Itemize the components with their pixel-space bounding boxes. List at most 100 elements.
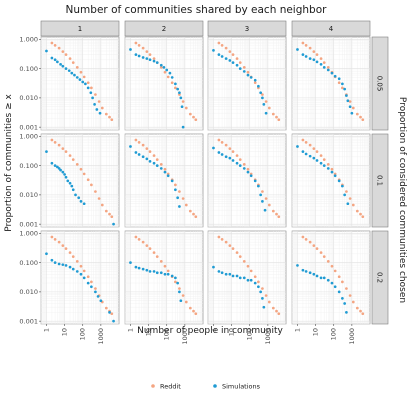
simulation-point bbox=[249, 174, 253, 178]
reddit-point bbox=[319, 154, 323, 157]
reddit-point bbox=[75, 66, 79, 69]
reddit-point bbox=[194, 215, 198, 219]
simulation-point bbox=[165, 68, 169, 72]
reddit-point bbox=[220, 141, 224, 144]
x-tick-label: 100 bbox=[79, 328, 87, 340]
simulation-point bbox=[304, 270, 308, 273]
column-strip-label: 2 bbox=[162, 25, 166, 33]
simulation-point bbox=[59, 62, 62, 66]
reddit-point bbox=[155, 255, 159, 258]
reddit-point bbox=[184, 106, 188, 110]
simulation-point bbox=[224, 57, 228, 60]
simulation-point bbox=[326, 167, 330, 170]
panel bbox=[207, 230, 287, 325]
simulation-point bbox=[249, 76, 253, 79]
simulation-point bbox=[315, 159, 319, 162]
reddit-point bbox=[275, 309, 278, 313]
legend-reddit-label: Reddit bbox=[160, 383, 181, 391]
simulation-point bbox=[217, 270, 221, 273]
reddit-point bbox=[163, 167, 167, 171]
simulation-point bbox=[148, 58, 152, 62]
reddit-point bbox=[312, 244, 316, 247]
reddit-point bbox=[148, 53, 152, 56]
y-tick-label: 0.010 bbox=[19, 191, 38, 199]
simulation-point bbox=[75, 270, 79, 273]
simulation-point bbox=[89, 91, 93, 95]
simulation-point bbox=[86, 86, 90, 90]
simulation-point bbox=[61, 64, 65, 68]
simulation-point bbox=[262, 305, 266, 309]
reddit-point bbox=[231, 53, 235, 56]
y-tick-label: 1.000 bbox=[19, 230, 38, 238]
simulation-point bbox=[61, 170, 65, 174]
x-tick-label: 1 bbox=[209, 328, 217, 332]
simulation-point bbox=[217, 53, 221, 56]
reddit-point bbox=[57, 46, 61, 50]
reddit-point bbox=[137, 141, 141, 144]
reddit-point bbox=[82, 172, 86, 176]
x-tick-label: 1000 bbox=[348, 328, 356, 345]
x-tick-label: 1 bbox=[42, 328, 50, 332]
simulation-point bbox=[148, 159, 152, 163]
reddit-point bbox=[301, 235, 305, 239]
reddit-point bbox=[71, 158, 75, 161]
reddit-point bbox=[308, 46, 312, 50]
simulation-point bbox=[326, 68, 330, 72]
simulation-point bbox=[319, 62, 323, 66]
reddit-point bbox=[90, 280, 93, 284]
simulation-point bbox=[73, 73, 76, 77]
reddit-point bbox=[267, 203, 271, 207]
reddit-point bbox=[348, 294, 352, 297]
simulation-point bbox=[341, 82, 344, 86]
reddit-point bbox=[174, 183, 177, 187]
simulation-point bbox=[93, 103, 96, 106]
simulation-point bbox=[56, 165, 59, 169]
x-tick-label: 10 bbox=[228, 328, 236, 336]
simulation-point bbox=[159, 63, 163, 67]
reddit-point bbox=[64, 247, 68, 250]
reddit-point bbox=[238, 158, 242, 161]
column-strips: 1 2 3 4 bbox=[40, 20, 371, 37]
reddit-point bbox=[228, 244, 232, 247]
panel bbox=[291, 36, 371, 131]
simulation-point bbox=[231, 61, 235, 64]
simulation-point bbox=[170, 274, 174, 278]
simulation-point bbox=[155, 61, 159, 64]
reddit-point bbox=[155, 158, 159, 161]
reddit-point bbox=[261, 287, 264, 290]
reddit-point bbox=[231, 150, 235, 153]
reddit-point bbox=[90, 86, 93, 90]
simulation-point bbox=[152, 161, 156, 165]
x-tick-label: 10 bbox=[61, 328, 69, 336]
reddit-point bbox=[181, 197, 185, 200]
simulation-point bbox=[71, 267, 75, 271]
reddit-point bbox=[110, 215, 114, 219]
reddit-point bbox=[166, 75, 170, 79]
reddit-point bbox=[82, 75, 86, 79]
y-tick-label: 0.100 bbox=[19, 259, 38, 267]
simulation-point bbox=[81, 80, 85, 84]
simulation-point bbox=[57, 262, 61, 266]
simulation-point bbox=[141, 155, 145, 159]
reddit-point bbox=[271, 209, 275, 213]
reddit-point bbox=[224, 46, 228, 50]
reddit-point bbox=[242, 163, 246, 166]
reddit-point bbox=[61, 50, 65, 53]
reddit-point bbox=[194, 118, 198, 122]
column-strip bbox=[291, 20, 371, 37]
column-strip-label: 1 bbox=[78, 25, 82, 33]
simulation-point bbox=[217, 151, 221, 154]
simulation-point bbox=[70, 184, 74, 188]
reddit-point bbox=[261, 93, 264, 96]
simulation-point bbox=[174, 82, 177, 86]
reddit-point bbox=[188, 306, 192, 310]
reddit-point bbox=[61, 244, 65, 247]
simulation-point bbox=[220, 55, 224, 58]
y-tick-label: 1.000 bbox=[19, 36, 38, 44]
reddit-point bbox=[361, 312, 365, 316]
y-tick-label: 0.010 bbox=[19, 94, 38, 102]
reddit-point bbox=[159, 260, 163, 263]
x-tick-label: 1000 bbox=[264, 328, 272, 345]
simulation-point bbox=[301, 53, 305, 56]
y-tick-labels: 1.000 0.100 0.010 0.001 1.000 0.100 0.010 0.001… bbox=[19, 36, 41, 325]
